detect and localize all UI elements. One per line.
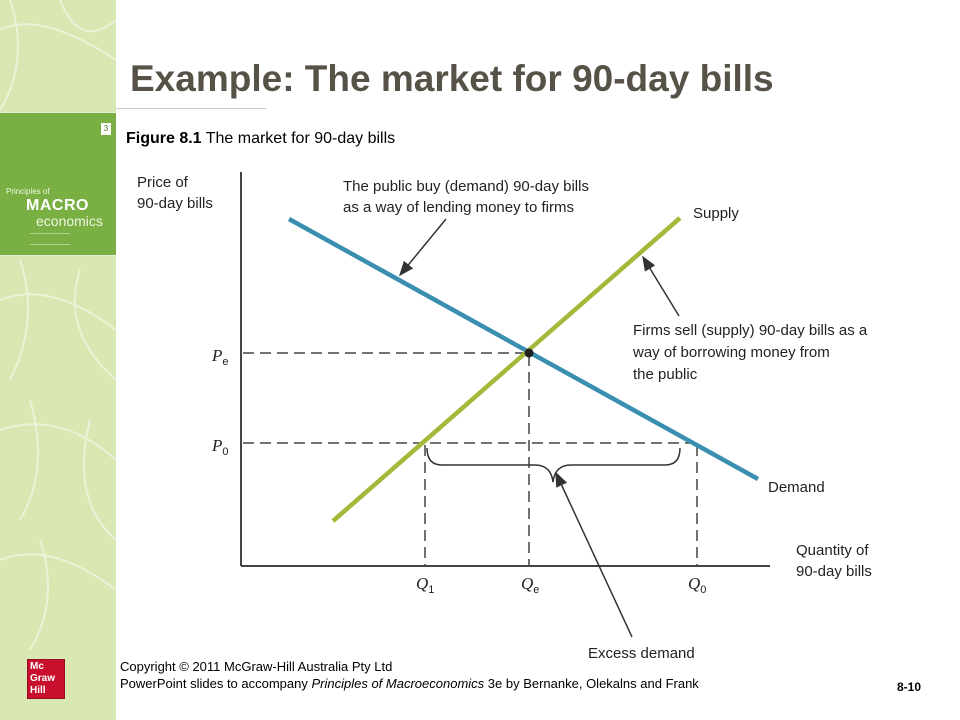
demand-curve [287,217,760,481]
y-axis-label: Price of 90-day bills [137,174,213,212]
textbook-cover: 3 Principles of MACRO economics [0,112,116,256]
demand-annotation: The public buy (demand) 90-day bills as … [343,178,593,216]
quantity-label-q1: Q1 [416,574,434,596]
supply-label: Supply [693,205,739,222]
supply-annotation: Firms sell (supply) 90-day bills as a wa… [632,322,871,383]
supply-curve [331,216,682,523]
book-title-line-2: MACRO [26,197,89,214]
excess-demand-arrow [555,471,633,638]
title-divider [116,108,266,109]
figure-label: Figure 8.1 [126,130,202,147]
leaf-texture [0,0,116,651]
quantity-label-qe: Qe [521,574,539,596]
equilibrium-point [524,348,534,358]
left-decorative-panel: 3 Principles of MACRO economics [0,0,116,720]
price-label-p0: P0 [211,436,229,458]
book-title-line-1: Principles of [6,187,50,196]
quantity-label-q0: Q0 [688,574,706,596]
book-author-lines [30,233,70,245]
mcgraw-hill-logo: Mc Graw Hill [27,659,65,699]
supply-annotation-arrow [642,255,680,317]
edition-badge: 3 [101,123,111,135]
slide-number: 8-10 [897,680,922,694]
book-title-line-3: economics [36,213,103,229]
footer-copyright: Copyright © 2011 McGraw-Hill Australia P… [120,659,393,674]
price-label-pe: Pe [211,346,229,368]
demand-annotation-arrow [399,218,447,277]
footer: Copyright © 2011 McGraw-Hill Australia P… [120,658,699,692]
excess-demand-brace [426,447,681,483]
demand-label: Demand [768,479,825,496]
figure-caption: Figure 8.1 The market for 90-day bills [126,130,395,148]
slide-title: Example: The market for 90-day bills [130,58,774,99]
x-axis-label: Quantity of 90-day bills [796,542,873,580]
footer-attribution: PowerPoint slides to accompany Principle… [120,676,699,691]
figure-caption-text: The market for 90-day bills [205,130,396,147]
excess-demand-label: Excess demand [588,645,695,662]
